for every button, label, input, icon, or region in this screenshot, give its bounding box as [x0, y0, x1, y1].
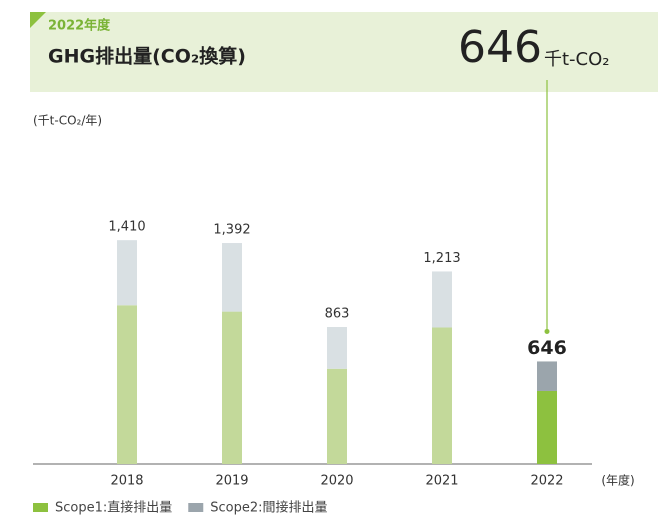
bar-segment — [222, 243, 242, 312]
bar-segment — [327, 368, 347, 464]
header-value: 646 — [458, 22, 542, 73]
total-label: 1,213 — [423, 251, 460, 266]
bar-segment — [327, 326, 347, 369]
legend-swatch — [188, 503, 204, 512]
x-tick-label: 2018 — [110, 474, 143, 489]
header-title: GHG排出量(CO₂換算) — [48, 45, 246, 68]
corner-mark — [30, 12, 46, 28]
legend-swatch — [33, 503, 48, 512]
bar-segment — [432, 327, 452, 464]
x-tick-label: 2022 — [530, 474, 563, 489]
x-tick-label: 2021 — [425, 474, 458, 489]
x-axis-label: (年度) — [601, 473, 634, 488]
total-label: 1,410 — [108, 220, 145, 235]
bar-segment — [432, 271, 452, 328]
y-axis-label: (千t-CO₂/年) — [33, 114, 102, 128]
bar-segment — [537, 361, 557, 391]
total-label: 646 — [527, 337, 567, 359]
connector-dot — [544, 328, 550, 334]
bar-segment — [222, 311, 242, 464]
header-unit: 千t-CO₂ — [544, 49, 610, 70]
x-tick-label: 2019 — [215, 474, 248, 489]
header-box — [30, 12, 658, 92]
bar-segment — [117, 240, 137, 306]
x-tick-label: 2020 — [320, 474, 353, 489]
legend-label: Scope2:間接排出量 — [210, 500, 327, 516]
total-label: 863 — [325, 306, 350, 321]
legend-label: Scope1:直接排出量 — [55, 500, 172, 516]
bar-segment — [537, 390, 557, 464]
total-label: 1,392 — [213, 223, 250, 238]
header-year: 2022年度 — [48, 18, 111, 34]
bar-segment — [117, 305, 137, 464]
